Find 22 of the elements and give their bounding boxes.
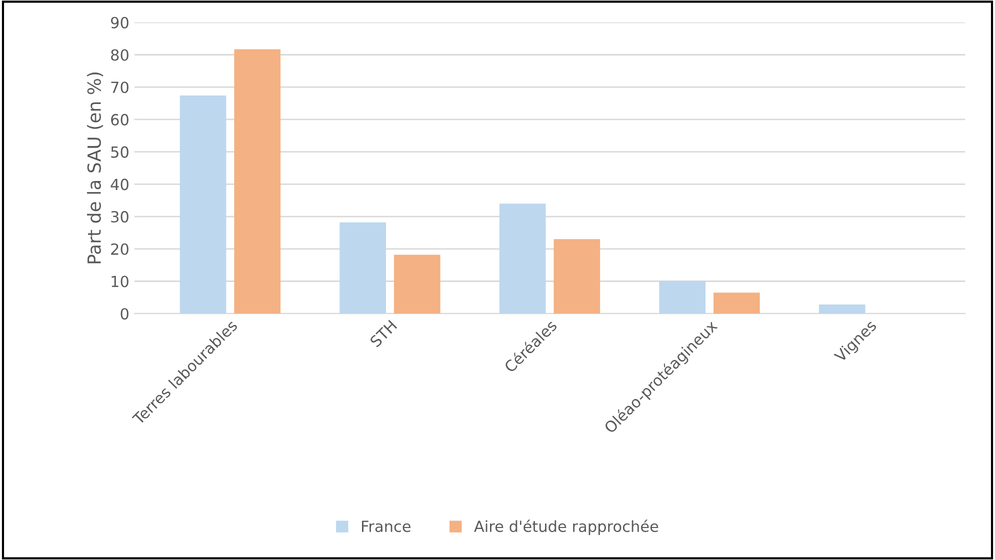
- bar: [714, 292, 760, 314]
- y-tick-label: 70: [111, 82, 128, 94]
- y-tick-label: 90: [110, 16, 128, 28]
- bar: [394, 254, 440, 314]
- y-tick-label: 60: [111, 114, 128, 126]
- y-tick-label: 0: [120, 308, 128, 320]
- bar: [499, 204, 546, 314]
- bar: [818, 304, 866, 314]
- bar: [340, 222, 386, 314]
- bar: [180, 96, 226, 314]
- bar: [659, 280, 706, 314]
- legend-label: Aire d'étude rapprochée: [474, 520, 658, 536]
- bar: [234, 49, 281, 314]
- y-tick-label: 10: [112, 276, 128, 288]
- y-tick-label: 20: [111, 243, 128, 255]
- y-tick-label: 50: [111, 146, 128, 158]
- y-tick-label: 30: [111, 211, 128, 223]
- y-tick-label: 80: [111, 49, 128, 61]
- y-axis-title: Part de la SAU (en %): [86, 72, 104, 264]
- legend-label: France: [362, 520, 410, 532]
- bar: [554, 239, 600, 314]
- y-tick-label: 40: [110, 178, 128, 190]
